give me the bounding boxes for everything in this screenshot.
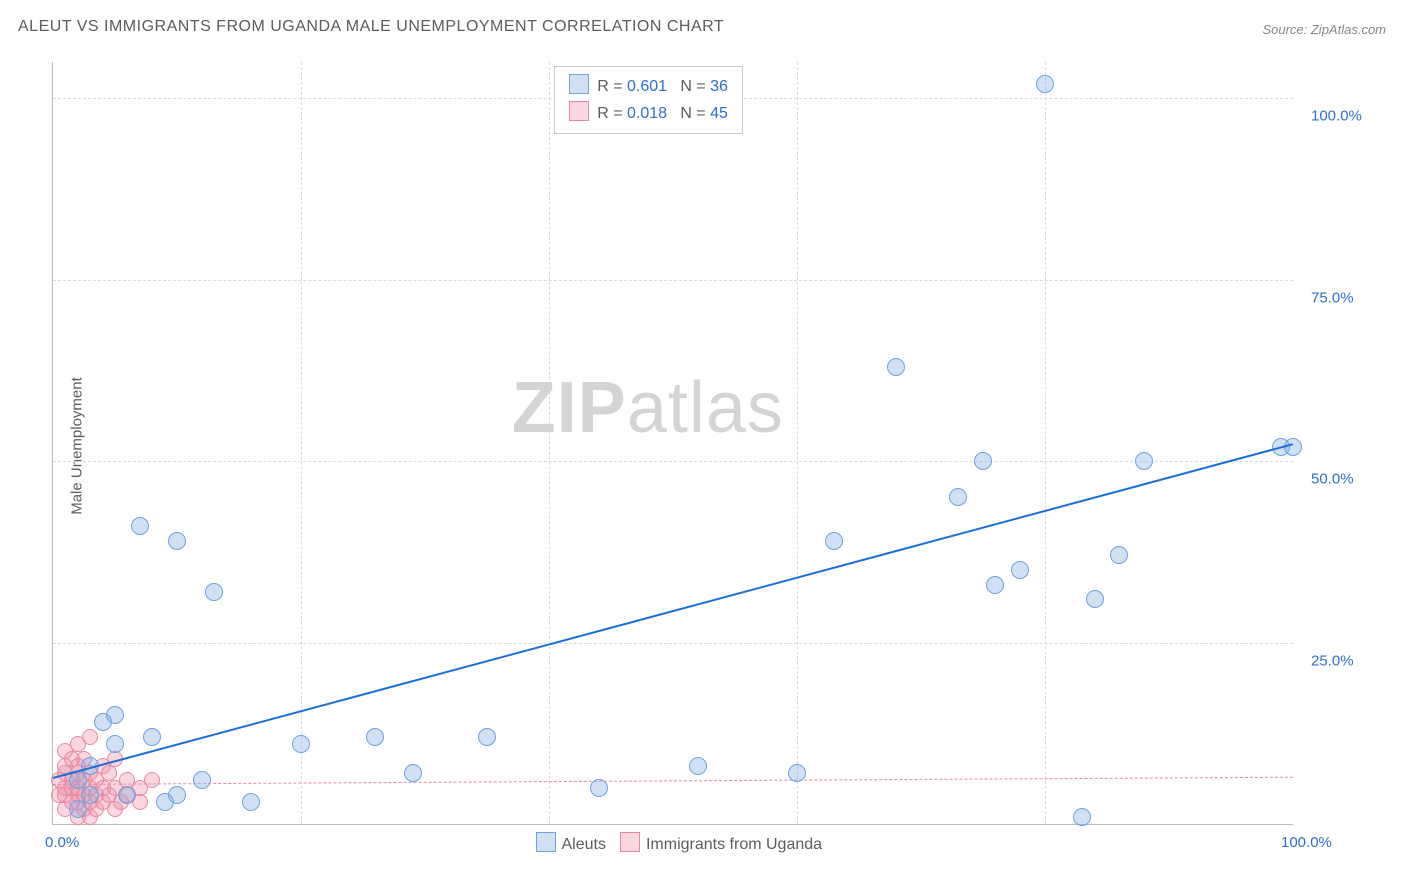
gridline-vertical <box>549 62 550 824</box>
chart-title: ALEUT VS IMMIGRANTS FROM UGANDA MALE UNE… <box>18 18 724 36</box>
scatter-point-aleuts <box>478 728 496 746</box>
scatter-point-aleuts <box>404 764 422 782</box>
legend-row: R = 0.018 N = 45 <box>569 100 728 127</box>
y-tick-label: 75.0% <box>1311 289 1354 306</box>
scatter-point-aleuts <box>1073 808 1091 826</box>
scatter-point-aleuts <box>590 779 608 797</box>
scatter-point-aleuts <box>118 786 136 804</box>
scatter-point-aleuts <box>168 786 186 804</box>
scatter-point-aleuts <box>1110 546 1128 564</box>
scatter-point-aleuts <box>292 735 310 753</box>
legend-r-value: 0.018 <box>627 105 667 122</box>
scatter-point-aleuts <box>69 800 87 818</box>
trend-line-aleuts <box>53 443 1294 779</box>
scatter-point-uganda <box>144 772 160 788</box>
gridline-horizontal <box>53 280 1293 281</box>
legend-row: R = 0.601 N = 36 <box>569 73 728 100</box>
legend-series-label: Aleuts <box>562 836 606 853</box>
legend-swatch <box>569 101 589 121</box>
gridline-vertical <box>797 62 798 824</box>
scatter-point-aleuts <box>131 517 149 535</box>
scatter-point-aleuts <box>887 358 905 376</box>
series-legend: Aleuts Immigrants from Uganda <box>522 832 823 854</box>
y-tick-label: 25.0% <box>1311 652 1354 669</box>
source-attribution: Source: ZipAtlas.com <box>1262 22 1386 37</box>
scatter-point-aleuts <box>825 532 843 550</box>
scatter-point-aleuts <box>974 452 992 470</box>
legend-swatch <box>620 832 640 852</box>
trend-line-uganda <box>53 777 1293 785</box>
scatter-point-aleuts <box>81 786 99 804</box>
correlation-legend: R = 0.601 N = 36R = 0.018 N = 45 <box>554 66 743 134</box>
scatter-point-aleuts <box>1011 561 1029 579</box>
scatter-point-aleuts <box>986 576 1004 594</box>
scatter-point-aleuts <box>205 583 223 601</box>
scatter-point-aleuts <box>1135 452 1153 470</box>
scatter-point-aleuts <box>949 488 967 506</box>
watermark-atlas: atlas <box>627 368 784 448</box>
legend-series-label: Immigrants from Uganda <box>646 836 822 853</box>
scatter-point-aleuts <box>242 793 260 811</box>
scatter-point-aleuts <box>106 706 124 724</box>
scatter-point-aleuts <box>143 728 161 746</box>
scatter-point-aleuts <box>1036 75 1054 93</box>
legend-swatch <box>536 832 556 852</box>
y-tick-label: 50.0% <box>1311 471 1354 488</box>
watermark-zip: ZIP <box>512 368 627 448</box>
scatter-point-aleuts <box>193 771 211 789</box>
legend-r-value: 0.601 <box>627 78 667 95</box>
legend-swatch <box>569 74 589 94</box>
legend-n-value: 36 <box>710 78 728 95</box>
gridline-vertical <box>1045 62 1046 824</box>
scatter-plot-area: ZIPatlas 25.0%50.0%75.0%100.0%0.0%100.0% <box>52 62 1293 825</box>
gridline-horizontal <box>53 461 1293 462</box>
scatter-point-aleuts <box>106 735 124 753</box>
scatter-point-aleuts <box>689 757 707 775</box>
legend-n-value: 45 <box>710 105 728 122</box>
x-origin-label: 0.0% <box>45 834 79 851</box>
y-tick-label: 100.0% <box>1311 108 1362 125</box>
gridline-horizontal <box>53 643 1293 644</box>
scatter-point-aleuts <box>168 532 186 550</box>
scatter-point-uganda <box>82 729 98 745</box>
watermark-text: ZIPatlas <box>512 367 784 449</box>
x-max-label: 100.0% <box>1281 834 1332 851</box>
scatter-point-aleuts <box>1086 590 1104 608</box>
scatter-point-aleuts <box>366 728 384 746</box>
scatter-point-aleuts <box>788 764 806 782</box>
